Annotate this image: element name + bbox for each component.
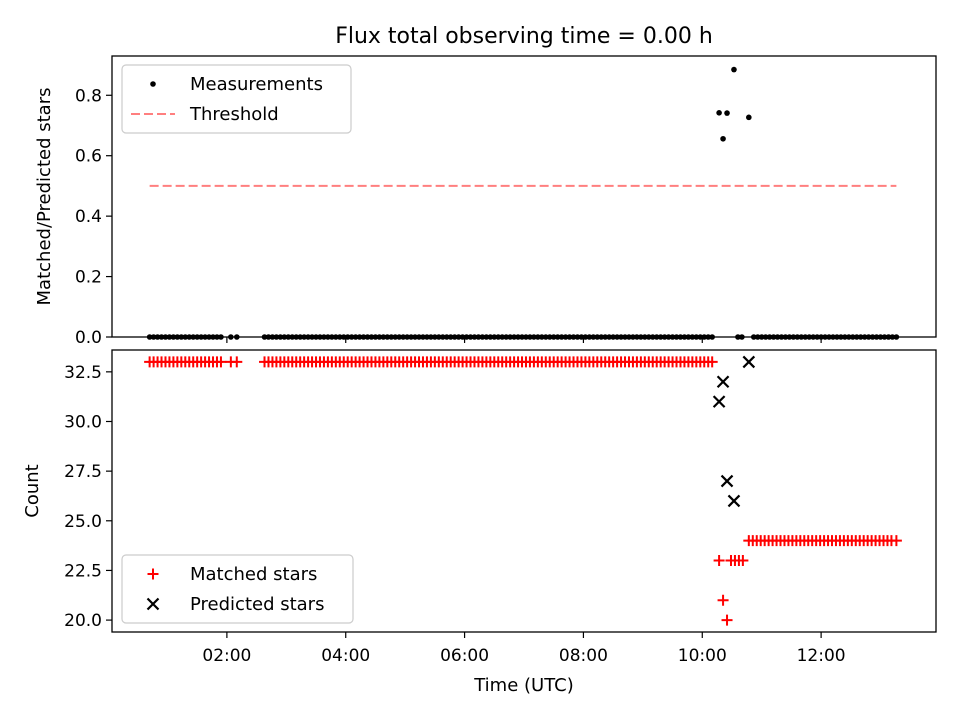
measurement-point — [724, 110, 730, 116]
legend-predicted-marker — [146, 597, 160, 611]
matched-star-point — [231, 356, 243, 368]
top-y-tick-label: 0.6 — [75, 147, 102, 167]
bottom-y-ticks: 20.0 22.5 25.0 27.5 30.0 32.5 — [64, 363, 112, 631]
measurement-point — [746, 114, 752, 121]
predicted-star-point — [712, 395, 726, 408]
bottom-x-ticks: 02:00 04:00 06:00 08:00 10:00 12:00 — [202, 632, 846, 666]
bottom-y-tick-label: 25.0 — [64, 512, 102, 532]
top-axes-frame — [111, 55, 937, 338]
top-y-axis-label: Matched/Predicted stars — [34, 88, 55, 306]
matched-star-point — [713, 555, 725, 567]
predicted-star-point — [742, 355, 756, 369]
top-y-tick-label: 0.2 — [75, 268, 102, 288]
x-tick-label: 04:00 — [321, 646, 370, 666]
matched-star-point — [721, 614, 733, 626]
bottom-y-tick-label: 22.5 — [64, 561, 102, 581]
top-y-ticks: 0.0 0.2 0.4 0.6 0.8 — [75, 86, 112, 348]
bottom-axes-frame — [111, 349, 937, 633]
legend-predicted-label: Predicted stars — [190, 594, 324, 615]
legend-measurements-marker — [150, 81, 156, 87]
predicted-star-point — [727, 494, 741, 508]
x-tick-label: 12:00 — [797, 646, 846, 666]
x-axis-label: Time (UTC) — [473, 675, 574, 696]
measurement-point — [731, 66, 737, 73]
top-y-tick-label: 0.8 — [75, 86, 102, 106]
figure-title: Flux total observing time = 0.00 h — [335, 24, 713, 49]
measurement-point — [720, 135, 726, 142]
matched-star-point — [890, 535, 902, 547]
bottom-y-tick-label: 20.0 — [64, 611, 102, 631]
x-tick-label: 08:00 — [559, 646, 608, 666]
top-legend-box — [121, 64, 352, 134]
bottom-plot-marks — [144, 355, 902, 626]
bottom-y-tick-label: 30.0 — [64, 412, 102, 432]
legend-threshold-label: Threshold — [189, 104, 279, 125]
x-tick-label: 10:00 — [678, 646, 727, 666]
matched-star-point — [706, 356, 718, 368]
measurement-point — [716, 110, 722, 116]
bottom-legend: Matched stars Predicted stars — [121, 554, 354, 624]
x-tick-label: 02:00 — [202, 646, 251, 666]
bottom-axes: 20.0 22.5 25.0 27.5 30.0 32.5 02:00 04:00 06:00… — [22, 349, 937, 696]
bottom-y-axis-label: Count — [22, 464, 43, 517]
bottom-y-tick-label: 32.5 — [64, 363, 102, 383]
x-tick-label: 06:00 — [440, 646, 489, 666]
matched-star-point — [737, 555, 749, 567]
predicted-star-point — [720, 474, 734, 488]
matched-star-point — [717, 594, 729, 606]
top-y-tick-label: 0.0 — [75, 328, 102, 348]
bottom-y-tick-label: 27.5 — [64, 462, 102, 482]
legend-matched-label: Matched stars — [190, 564, 317, 585]
top-y-tick-label: 0.4 — [75, 207, 102, 227]
top-legend: Measurements Threshold — [121, 64, 352, 134]
top-axes: 0.00.20.40.60.8 Matched/Predicted stars … — [34, 55, 937, 348]
legend-measurements-label: Measurements — [190, 74, 323, 95]
matched-star-point — [215, 356, 227, 368]
legend-matched-marker — [147, 568, 159, 580]
predicted-star-point — [716, 375, 730, 389]
bottom-legend-box — [121, 554, 354, 624]
